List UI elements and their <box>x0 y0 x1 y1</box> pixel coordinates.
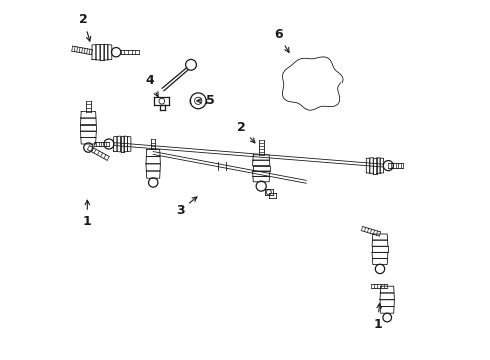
Text: 4: 4 <box>145 75 158 96</box>
Text: 1: 1 <box>373 303 382 330</box>
Text: 2: 2 <box>237 121 255 143</box>
Text: 5: 5 <box>197 94 215 107</box>
Text: 3: 3 <box>176 197 197 217</box>
Text: 1: 1 <box>83 200 92 228</box>
Text: 6: 6 <box>274 28 289 52</box>
Text: 2: 2 <box>79 13 91 41</box>
